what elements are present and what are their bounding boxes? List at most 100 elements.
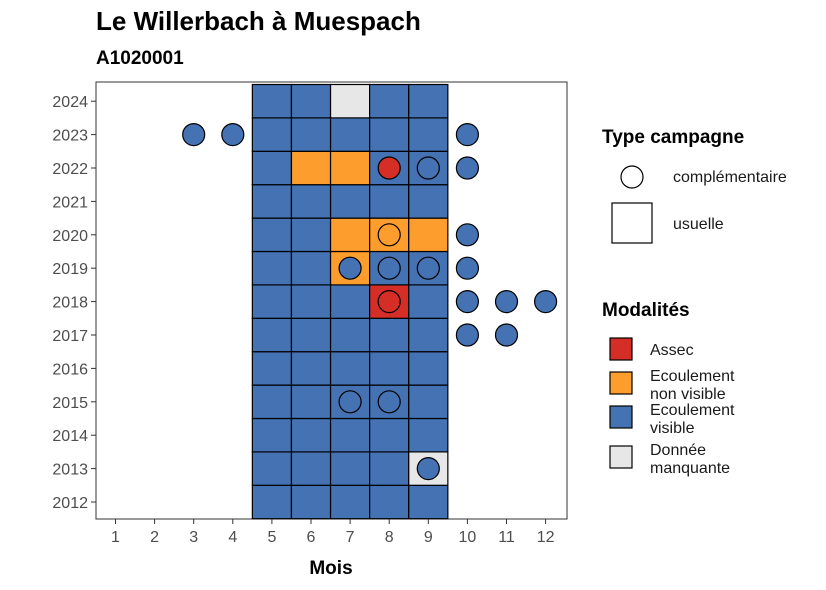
x-tick-label: 1 xyxy=(111,529,120,546)
usuelle-cell xyxy=(329,451,371,486)
usuelle-cell xyxy=(329,150,371,186)
legend-modalite-label: manquante xyxy=(650,460,730,477)
x-tick-label: 2 xyxy=(150,529,159,546)
complementaire-point xyxy=(377,223,401,247)
usuelle-cell xyxy=(408,83,449,119)
usuelle-cell xyxy=(290,117,332,152)
legend-modalite-label: Assec xyxy=(650,342,694,359)
x-axis-title: Mois xyxy=(309,558,352,579)
complementaire-point xyxy=(494,290,519,314)
usuelle-cell xyxy=(329,417,371,453)
usuelle-cell xyxy=(369,184,410,219)
x-tick-label: 3 xyxy=(189,529,198,546)
x-tick-label: 12 xyxy=(537,529,555,546)
x-axis: 1 2 3 4 5 6 7 8 9 10 11 12 xyxy=(111,519,555,546)
usuelle-cell xyxy=(369,83,410,119)
x-tick-label: 7 xyxy=(346,529,355,546)
legend-modalite-label: non visible xyxy=(650,386,726,403)
usuelle-cell xyxy=(290,217,332,253)
usuelle-cell xyxy=(290,284,332,319)
complementaire-point xyxy=(377,256,401,280)
usuelle-cell xyxy=(408,117,449,152)
y-tick-label: 2019 xyxy=(52,261,88,278)
usuelle-cell xyxy=(369,317,410,353)
usuelle-cell xyxy=(290,317,332,353)
legend-type-title: Type campagne xyxy=(602,127,744,148)
y-tick-label: 2017 xyxy=(52,328,88,345)
usuelle-cell xyxy=(251,150,293,186)
usuelle-cell xyxy=(408,384,449,420)
complementaire-point xyxy=(182,123,206,147)
complementaire-point xyxy=(455,290,479,314)
usuelle-cell xyxy=(251,317,293,353)
usuelle-cell xyxy=(329,484,371,520)
y-tick-label: 2013 xyxy=(52,462,88,479)
complementaire-point xyxy=(416,256,440,280)
usuelle-cell xyxy=(329,83,371,119)
complementaire-point xyxy=(338,390,362,414)
legend-modalite-label: Donnée xyxy=(650,442,706,459)
complementaire-point xyxy=(455,256,479,280)
complementaire-point xyxy=(377,156,401,180)
legend-square-symbol xyxy=(611,202,653,244)
usuelle-cell xyxy=(290,83,332,119)
y-tick-label: 2016 xyxy=(52,361,88,378)
legend-key-N xyxy=(609,371,633,395)
usuelle-cell xyxy=(329,284,371,319)
usuelle-cell xyxy=(290,384,332,420)
usuelle-cell xyxy=(408,184,449,219)
x-tick-label: 8 xyxy=(385,529,394,546)
y-tick-label: 2024 xyxy=(52,94,88,111)
usuelle-cell xyxy=(251,351,293,386)
usuelle-cell xyxy=(408,317,449,353)
usuelle-cell xyxy=(251,117,293,152)
usuelle-cell xyxy=(369,451,410,486)
chart-title: Le Willerbach à Muespach xyxy=(96,6,421,36)
legend-key-V xyxy=(609,405,633,429)
complementaire-point xyxy=(533,290,558,314)
usuelle-cell xyxy=(290,250,332,286)
usuelle-cell xyxy=(369,417,410,453)
usuelle-cell xyxy=(369,117,410,152)
complementaire-point xyxy=(416,457,440,481)
complementaire-points xyxy=(182,123,558,481)
usuelle-cell xyxy=(329,184,371,219)
usuelle-cell xyxy=(290,184,332,219)
usuelle-cell xyxy=(408,417,449,453)
complementaire-point xyxy=(455,123,479,147)
legend-usuelle-label: usuelle xyxy=(673,216,724,233)
complementaire-point xyxy=(377,390,401,414)
usuelle-cell xyxy=(329,117,371,152)
usuelle-cell xyxy=(369,484,410,520)
y-tick-label: 2022 xyxy=(52,161,88,178)
usuelle-cell xyxy=(251,384,293,420)
usuelle-cell xyxy=(290,351,332,386)
plot-area: 1 2 3 4 5 6 7 8 9 10 11 12 201220132014201520162017… xyxy=(52,81,568,546)
complementaire-point xyxy=(377,290,401,314)
y-tick-label: 2012 xyxy=(52,495,88,512)
usuelle-cell xyxy=(251,417,293,453)
legend-modalite-label: Ecoulement xyxy=(650,402,735,419)
y-tick-label: 2014 xyxy=(52,428,88,445)
legend-type-campagne: Type campagne complémentaire usuelle xyxy=(602,127,787,244)
usuelle-cell xyxy=(329,317,371,353)
y-tick-label: 2015 xyxy=(52,395,88,412)
usuelle-cell xyxy=(408,284,449,319)
legend-complementaire-label: complémentaire xyxy=(673,169,787,186)
chart-subtitle: A1020001 xyxy=(96,48,184,69)
usuelle-cell xyxy=(251,184,293,219)
legend-modalites-title: Modalités xyxy=(602,300,690,321)
usuelle-cell xyxy=(290,417,332,453)
usuelle-cell xyxy=(251,217,293,253)
complementaire-point xyxy=(494,323,519,347)
usuelle-cell xyxy=(408,484,449,520)
complementaire-point xyxy=(338,256,362,280)
usuelle-cells xyxy=(251,83,449,520)
y-tick-label: 2018 xyxy=(52,295,88,312)
usuelle-cell xyxy=(408,217,449,253)
x-tick-label: 4 xyxy=(228,529,237,546)
complementaire-point xyxy=(416,156,440,180)
complementaire-point xyxy=(455,323,479,347)
usuelle-cell xyxy=(290,451,332,486)
